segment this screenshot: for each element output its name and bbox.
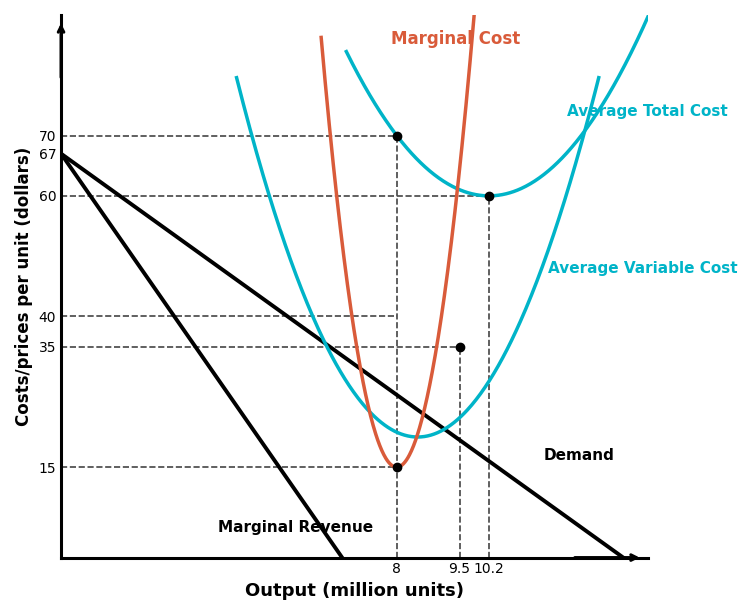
- Text: Average Variable Cost: Average Variable Cost: [547, 261, 737, 276]
- Text: Marginal Revenue: Marginal Revenue: [218, 520, 373, 535]
- Text: Demand: Demand: [544, 448, 614, 462]
- X-axis label: Output (million units): Output (million units): [245, 582, 465, 600]
- Y-axis label: Costs/prices per unit (dollars): Costs/prices per unit (dollars): [15, 146, 33, 426]
- Text: Average Total Cost: Average Total Cost: [566, 104, 727, 119]
- Text: Marginal Cost: Marginal Cost: [391, 30, 520, 48]
